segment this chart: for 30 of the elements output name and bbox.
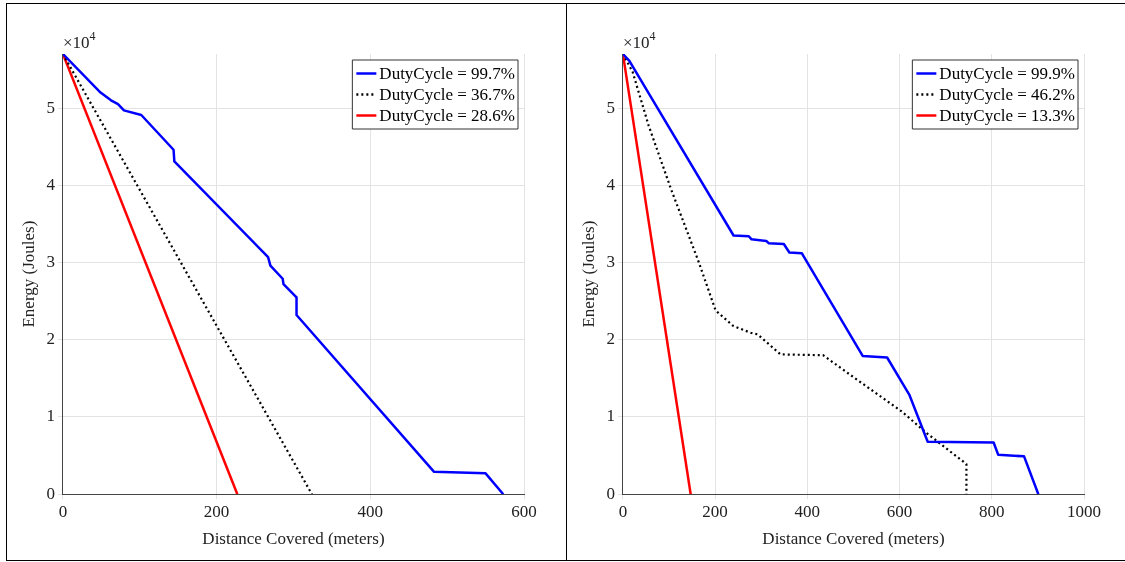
y-axis-title: Energy (Joules) <box>18 220 38 328</box>
y-tick-label: 2 <box>606 329 615 349</box>
y-tick-label: 3 <box>46 251 55 271</box>
y-tick-label: 5 <box>606 97 615 117</box>
x-tick-label: 200 <box>702 501 728 521</box>
y-tick-label: 1 <box>46 406 55 426</box>
legend-label: DutyCycle = 36.7% <box>379 84 515 104</box>
legend-label: DutyCycle = 28.6% <box>379 105 515 125</box>
x-tick-label: 1000 <box>1067 501 1101 521</box>
x-tick-label: 200 <box>203 501 230 521</box>
x-tick-label: 400 <box>794 501 821 521</box>
legend-label: DutyCycle = 13.3% <box>939 105 1075 125</box>
legend-label: DutyCycle = 99.9% <box>939 63 1075 83</box>
y-tick-label: 0 <box>606 483 615 503</box>
y-tick-label: 3 <box>606 251 615 271</box>
legend-label: DutyCycle = 99.7% <box>379 63 515 83</box>
y-axis-title: Energy (Joules) <box>578 220 598 328</box>
y-tick-label: 2 <box>46 329 55 349</box>
legend-label: DutyCycle = 46.2% <box>939 84 1075 104</box>
y-tick-label: 4 <box>46 174 56 194</box>
x-tick-label: 800 <box>979 501 1005 521</box>
x-tick-label: 600 <box>886 501 913 521</box>
x-tick-label: 600 <box>511 501 537 521</box>
y-tick-label: 5 <box>46 97 55 117</box>
x-axis-title: Distance Covered (meters) <box>202 529 385 549</box>
y-tick-label: 1 <box>606 406 615 426</box>
y-tick-label: 0 <box>46 483 55 503</box>
y-tick-label: 4 <box>606 174 616 194</box>
x-axis-title: Distance Covered (meters) <box>762 529 945 549</box>
x-tick-label: 400 <box>357 501 384 521</box>
